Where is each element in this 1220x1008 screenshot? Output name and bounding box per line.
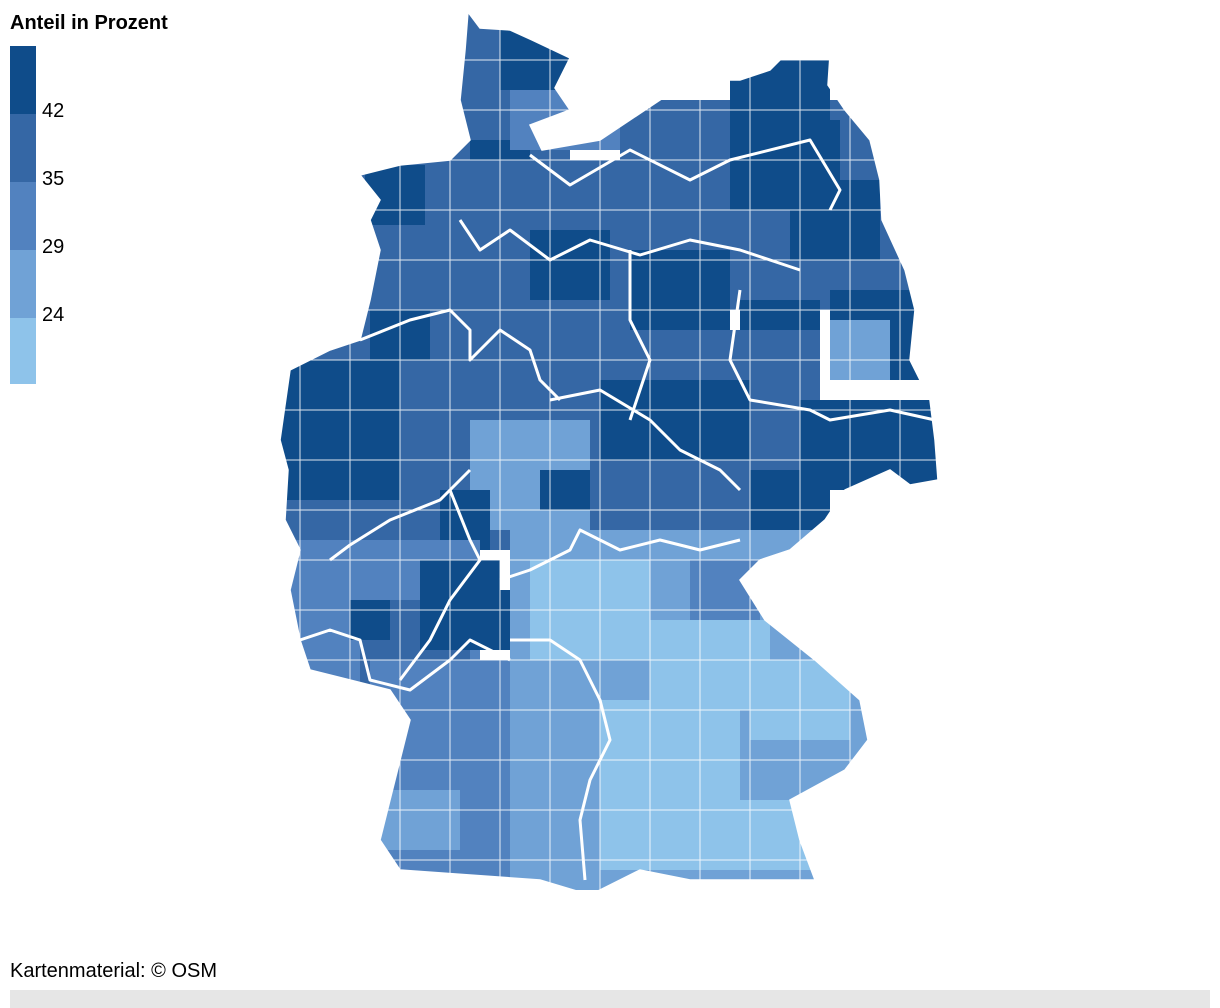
district-region [600,380,750,460]
legend-tick-3: 29 [42,236,65,258]
color-legend [10,46,36,384]
district-region [540,470,590,510]
legend-bin-2 [10,114,36,182]
legend-bin-1 [10,46,36,114]
district-region [530,230,610,300]
district-region [380,790,460,850]
district-region [630,250,730,340]
state-borders [299,138,936,881]
district-region [830,320,890,380]
legend-tick-1: 42 [42,100,65,122]
district-region [600,700,740,870]
district-region [365,165,425,225]
germany-choropleth-map [279,9,939,896]
district-region [750,470,830,530]
legend-bin-4 [10,250,36,318]
country-outline [279,9,939,896]
legend-tick-2: 35 [42,168,65,190]
district-region [730,60,830,120]
map-credit: Kartenmaterial: © OSM [10,960,218,982]
footer-bar [10,990,1210,1008]
legend-tick-4: 24 [42,304,65,326]
legend-title: Anteil in Prozent [10,12,168,34]
legend-bin-5 [10,318,36,384]
district-region [280,360,400,500]
legend-bin-3 [10,182,36,250]
district-region [790,180,880,260]
district-region [350,600,390,640]
district-region [510,90,630,150]
